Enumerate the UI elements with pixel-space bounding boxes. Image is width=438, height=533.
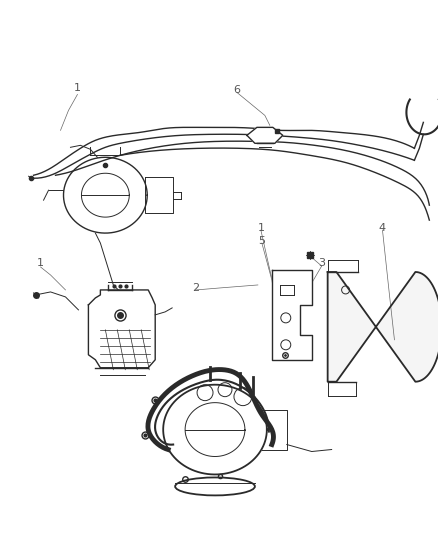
Text: 5: 5 bbox=[258, 236, 265, 246]
Text: 4: 4 bbox=[378, 223, 385, 233]
Text: 6: 6 bbox=[233, 85, 240, 95]
Text: 2: 2 bbox=[192, 283, 199, 293]
Text: 3: 3 bbox=[318, 258, 325, 268]
Text: 1: 1 bbox=[257, 223, 264, 233]
Polygon shape bbox=[271, 270, 311, 360]
Text: 1: 1 bbox=[37, 258, 44, 268]
Polygon shape bbox=[327, 272, 438, 382]
Polygon shape bbox=[246, 127, 282, 143]
Polygon shape bbox=[88, 290, 155, 368]
Text: 1: 1 bbox=[74, 84, 81, 93]
